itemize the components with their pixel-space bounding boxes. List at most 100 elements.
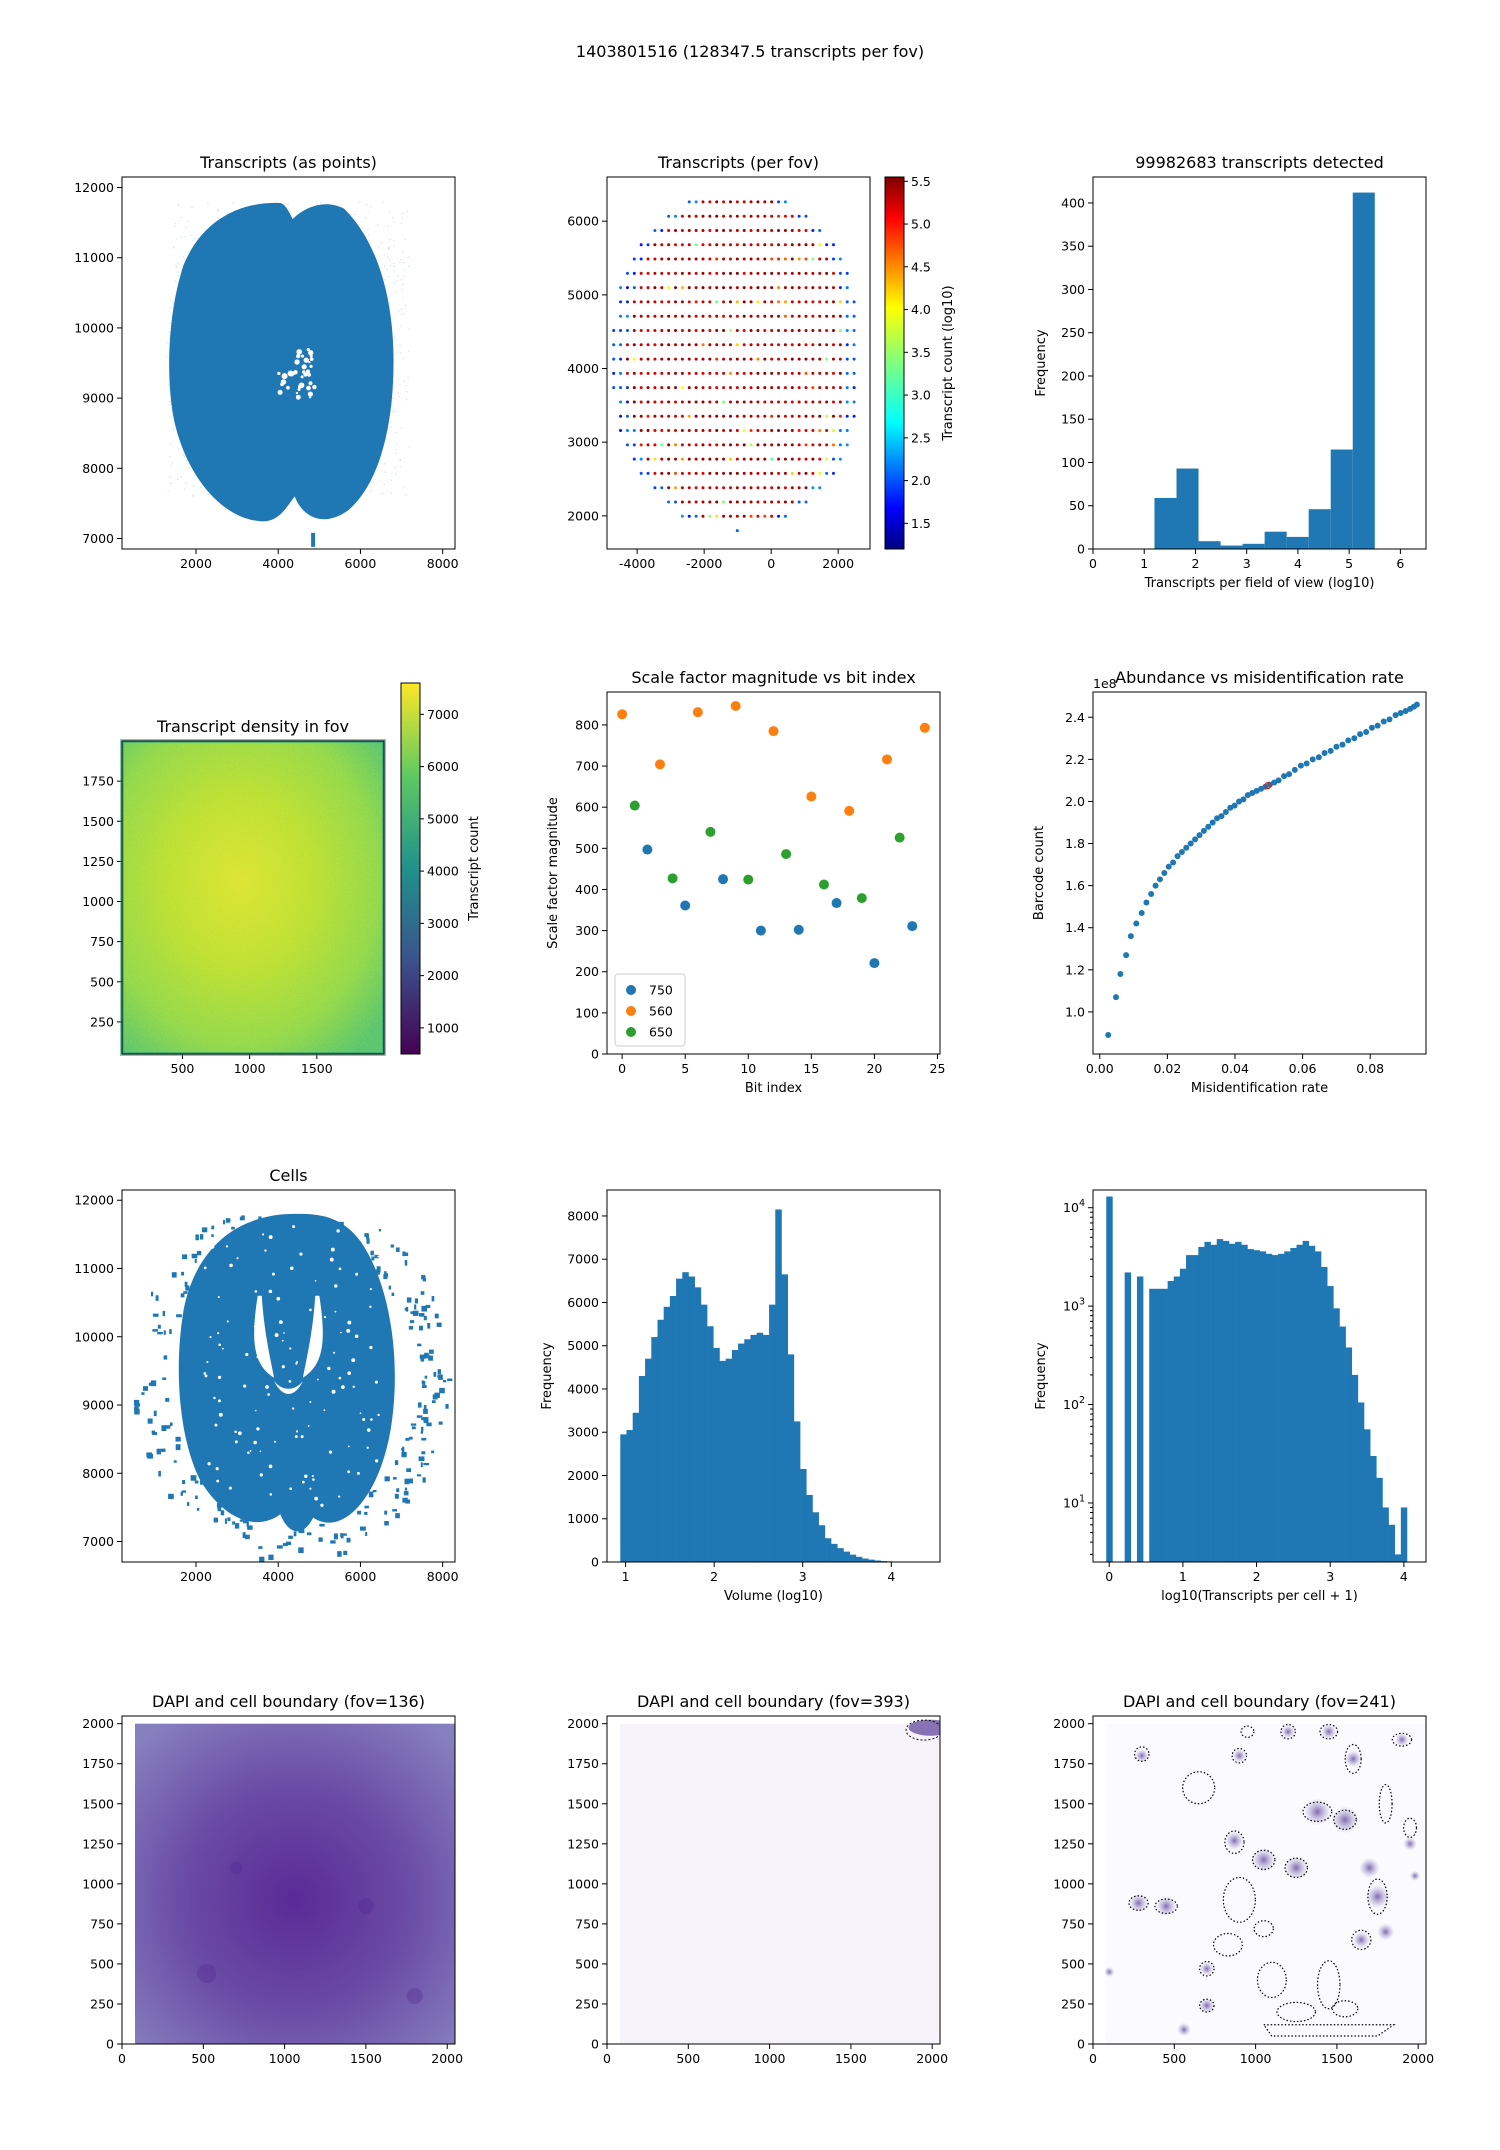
gap — [217, 1332, 220, 1335]
data-point — [403, 380, 406, 382]
fov-point — [825, 257, 829, 261]
fov-point — [708, 214, 712, 218]
histogram-bar — [719, 1360, 726, 1562]
data-point — [377, 246, 380, 249]
fov-point — [838, 314, 842, 318]
gap — [263, 1349, 268, 1353]
cell-point — [409, 1320, 415, 1323]
histogram-bar — [1339, 1326, 1346, 1562]
data-point — [400, 258, 402, 261]
x-tick-label: 1000 — [1240, 2051, 1272, 2066]
fov-point — [694, 243, 698, 247]
cell-point — [141, 1392, 145, 1395]
data-point — [287, 203, 289, 206]
cell-boundary — [1256, 1961, 1287, 1999]
fov-point — [777, 471, 781, 475]
fov-point — [763, 414, 767, 418]
gap — [271, 1272, 275, 1276]
y-tick-label: 9000 — [82, 391, 114, 406]
cell-point — [220, 1510, 225, 1516]
gap — [268, 1464, 273, 1469]
nucleus — [1155, 1896, 1177, 1917]
fov-point — [715, 243, 719, 247]
fov-point — [660, 486, 664, 490]
cell-point — [438, 1374, 443, 1380]
data-point — [217, 216, 219, 219]
fov-point — [763, 500, 767, 504]
y-tick-label: 750 — [1061, 1916, 1085, 1931]
nucleus — [229, 1861, 243, 1875]
histogram-bar — [1400, 1507, 1408, 1562]
data-point — [1222, 808, 1229, 815]
gap — [295, 394, 301, 400]
gap — [283, 1332, 285, 1334]
y-tick-label: 1.2 — [1065, 962, 1085, 977]
fov-point — [838, 300, 842, 304]
fov-point — [831, 414, 835, 418]
fov-point — [639, 429, 643, 433]
fov-point — [742, 286, 746, 290]
fov-point — [777, 357, 781, 361]
fov-point — [845, 443, 849, 447]
y-tick-label: 11000 — [74, 250, 114, 265]
plot-area — [133, 1213, 453, 1562]
legend-label: 750 — [649, 983, 673, 998]
fov-point — [797, 214, 801, 218]
fov-point — [694, 400, 698, 404]
gap — [243, 1384, 247, 1388]
fov-point — [735, 357, 739, 361]
cell-point — [417, 1343, 422, 1347]
data-point — [381, 242, 383, 244]
fov-point — [749, 343, 753, 347]
fov-point — [763, 271, 767, 275]
data-point — [405, 384, 407, 387]
gap — [256, 1427, 260, 1431]
nucleus — [1104, 1966, 1115, 1978]
nucleus — [1395, 1732, 1409, 1747]
cell-point — [420, 1356, 425, 1362]
fov-point — [708, 314, 712, 318]
x-tick-label: 2000 — [180, 1569, 212, 1584]
data-point — [391, 472, 393, 475]
fov-point — [687, 457, 691, 461]
fov-point — [619, 386, 623, 390]
fov-point — [660, 386, 664, 390]
nucleus — [1199, 1997, 1215, 2014]
data-point — [173, 245, 176, 248]
cell-point — [434, 1313, 439, 1319]
fov-point — [694, 257, 698, 261]
x-tick-label: 20 — [866, 1061, 882, 1076]
nucleus — [1403, 1837, 1417, 1851]
cell-boundary — [1391, 1732, 1413, 1747]
fov-point — [770, 371, 774, 375]
gap — [300, 375, 304, 379]
fov-point — [722, 457, 726, 461]
fov-point — [646, 443, 650, 447]
x-tick-label: 2000 — [431, 2051, 463, 2066]
cell-point — [157, 1324, 161, 1329]
data-point — [1231, 802, 1238, 809]
fov-point — [735, 443, 739, 447]
gap — [346, 1328, 351, 1333]
density-texture — [122, 741, 384, 1054]
fov-point — [845, 400, 849, 404]
histogram-bar — [849, 1554, 857, 1562]
y-tick-label: 1250 — [82, 854, 114, 869]
fov-point — [783, 228, 787, 232]
fov-point — [625, 329, 629, 333]
gap — [305, 369, 310, 374]
data-point — [399, 458, 402, 461]
fov-point — [632, 429, 636, 433]
y-tick-label: 500 — [90, 974, 114, 989]
fov-point — [728, 271, 732, 275]
cell-point — [337, 1551, 342, 1557]
fov-point — [770, 386, 774, 390]
data-point — [404, 307, 406, 310]
data-point — [793, 924, 804, 935]
fov-point — [763, 214, 767, 218]
cell-point — [173, 1460, 177, 1463]
fov-point — [742, 486, 746, 490]
fov-point — [660, 271, 664, 275]
fov-point — [701, 371, 705, 375]
data-point — [387, 256, 389, 259]
